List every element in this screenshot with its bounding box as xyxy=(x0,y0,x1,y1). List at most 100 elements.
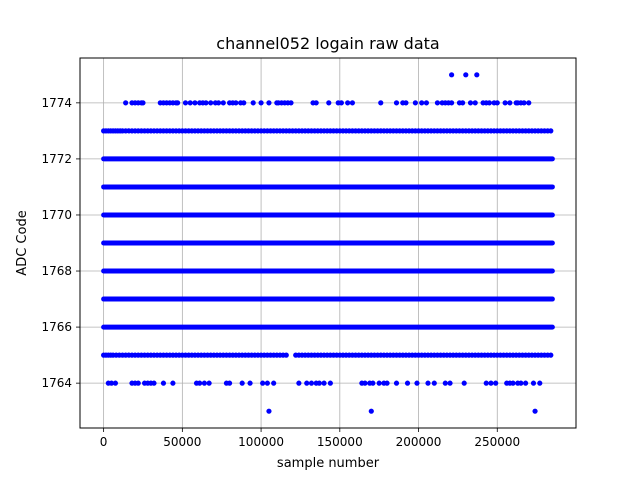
data-point xyxy=(362,380,368,386)
x-tick-label: 0 xyxy=(100,435,108,449)
data-point xyxy=(112,380,119,386)
y-axis-label: ADC Code xyxy=(15,210,30,275)
data-point xyxy=(283,352,289,358)
data-point xyxy=(108,380,115,386)
data-point xyxy=(135,380,141,386)
data-point xyxy=(518,380,524,386)
y-tick-label: 1766 xyxy=(41,320,72,334)
data-point xyxy=(463,72,469,78)
data-point xyxy=(327,380,333,386)
data-point xyxy=(461,380,467,386)
data-point xyxy=(266,100,272,106)
data-point xyxy=(239,380,245,386)
data-point xyxy=(425,380,431,386)
data-point xyxy=(321,380,327,386)
data-point xyxy=(260,380,266,386)
data-point xyxy=(160,380,167,386)
y-tick-label: 1764 xyxy=(41,376,72,390)
x-tick-label: 50000 xyxy=(163,435,201,449)
data-point xyxy=(449,72,455,78)
data-point xyxy=(208,100,214,106)
data-point xyxy=(384,380,390,386)
data-point xyxy=(483,380,489,386)
data-point xyxy=(532,408,538,414)
data-point xyxy=(393,380,400,386)
data-point xyxy=(266,408,272,414)
data-point xyxy=(192,100,198,106)
data-point xyxy=(123,100,129,106)
y-tick-label: 1768 xyxy=(41,264,72,278)
data-point xyxy=(472,100,478,106)
data-point xyxy=(220,100,226,106)
data-point xyxy=(349,100,356,106)
data-point xyxy=(258,100,264,106)
data-point xyxy=(370,380,376,386)
data-point xyxy=(376,380,382,386)
data-point xyxy=(548,352,554,358)
data-point xyxy=(271,380,277,386)
data-point xyxy=(201,380,207,386)
data-point xyxy=(197,380,203,386)
data-point xyxy=(412,100,418,106)
data-point xyxy=(442,380,448,386)
data-point xyxy=(419,100,425,106)
data-point xyxy=(316,380,322,386)
data-point xyxy=(288,100,294,106)
data-point xyxy=(175,100,181,106)
data-point xyxy=(403,100,409,106)
y-tick-label: 1772 xyxy=(41,152,72,166)
data-point xyxy=(488,380,494,386)
data-point xyxy=(296,380,302,386)
data-point xyxy=(467,100,474,106)
data-point xyxy=(233,100,239,106)
data-point xyxy=(151,380,157,386)
data-point xyxy=(345,100,351,106)
data-point xyxy=(423,100,430,106)
data-point xyxy=(182,100,189,106)
data-point xyxy=(308,380,315,386)
data-point xyxy=(368,408,374,414)
data-point xyxy=(434,100,441,106)
x-tick-label: 150000 xyxy=(317,435,363,449)
data-point xyxy=(378,100,384,106)
x-axis-ticks: 0 50000 100000 150000 200000 250000 xyxy=(100,428,520,449)
data-point xyxy=(313,100,319,106)
data-point xyxy=(393,100,400,106)
data-point xyxy=(493,380,499,386)
data-point xyxy=(486,100,492,106)
y-axis-ticks: 1764 1766 1768 1770 1772 1774 xyxy=(41,96,80,390)
data-point xyxy=(526,100,532,106)
x-axis-label: sample number xyxy=(277,456,380,471)
data-point xyxy=(507,100,513,106)
data-point xyxy=(414,380,420,386)
data-point xyxy=(548,128,554,134)
x-tick-label: 250000 xyxy=(474,435,520,449)
data-point xyxy=(502,100,508,106)
data-point xyxy=(460,100,466,106)
data-point xyxy=(530,380,537,386)
data-point xyxy=(304,380,310,386)
data-point xyxy=(206,380,212,386)
data-point xyxy=(338,100,344,106)
data-point xyxy=(203,100,209,106)
data-point xyxy=(326,100,332,106)
plot-area-frame xyxy=(79,57,577,429)
x-tick-label: 100000 xyxy=(238,435,284,449)
y-tick-label: 1774 xyxy=(41,96,72,110)
data-point xyxy=(140,100,146,106)
data-point xyxy=(170,380,176,386)
data-point xyxy=(241,100,247,106)
chart-title: channel052 logain raw data xyxy=(216,34,439,53)
y-tick-label: 1770 xyxy=(41,208,72,222)
data-point xyxy=(447,380,453,386)
data-point xyxy=(250,100,256,106)
data-point xyxy=(187,100,193,106)
data-point xyxy=(226,380,233,386)
data-point xyxy=(431,380,437,386)
data-point xyxy=(247,380,253,386)
data-point xyxy=(537,380,543,386)
data-point xyxy=(264,380,270,386)
data-points xyxy=(101,72,555,414)
